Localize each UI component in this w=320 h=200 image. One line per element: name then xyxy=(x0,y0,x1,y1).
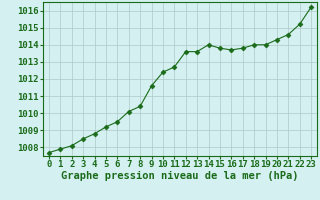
X-axis label: Graphe pression niveau de la mer (hPa): Graphe pression niveau de la mer (hPa) xyxy=(61,171,299,181)
